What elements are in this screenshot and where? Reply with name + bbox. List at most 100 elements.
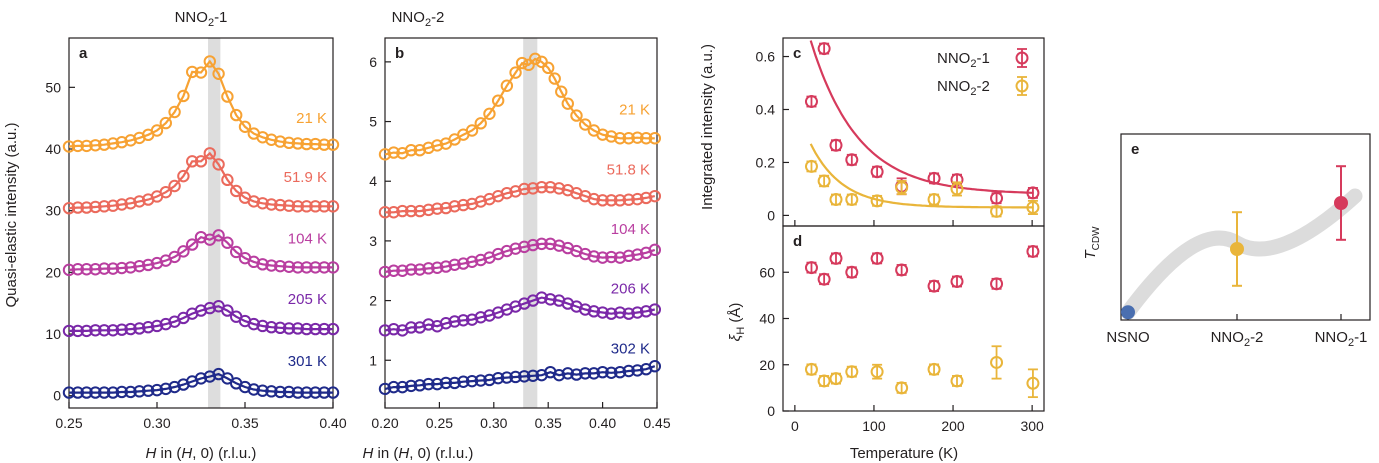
panel-a-data-point	[291, 200, 304, 213]
panel-b-data-point	[648, 132, 662, 145]
panel-b-data-point	[404, 379, 418, 393]
panel-c-data-point	[870, 165, 884, 179]
panel-b-xtick-label: 0.25	[426, 415, 453, 431]
panel-c-data-point	[845, 153, 859, 167]
panel-b-data-point	[431, 139, 444, 152]
panel-a-data-point	[221, 304, 234, 317]
panel-a-data-point	[150, 124, 164, 137]
panel-b-temperature-label: 21 K	[619, 102, 650, 119]
panel-a-data-point	[256, 258, 269, 271]
panel-a-temperature-label: 205 K	[288, 291, 327, 308]
panel-a-data-point	[186, 155, 199, 168]
panel-a-temperature-label: 21 K	[296, 110, 327, 127]
panel-d-data-point	[1026, 244, 1040, 258]
panel-e-data-point	[1230, 242, 1244, 256]
panel-b-data-point	[387, 146, 400, 159]
panel-a-data-point	[265, 133, 278, 146]
panel-b-xtick-label: 0.30	[480, 415, 507, 431]
panel-b-data-point	[465, 255, 479, 268]
panel-e-ylabel: TCDW	[1082, 226, 1102, 260]
panel-d-xtick-label: 200	[941, 418, 965, 434]
panel-d-xtick-label: 300	[1020, 418, 1044, 434]
panel-d-data-point	[845, 265, 859, 279]
panel-b-data-point	[535, 237, 548, 251]
panel-b-data-point	[613, 365, 627, 379]
panel-b-data-point	[500, 79, 514, 92]
panel-b-data-point	[457, 198, 470, 212]
panel-a-data-point	[326, 386, 340, 399]
panel-b-data-point	[396, 264, 409, 277]
panel-a-data-point	[168, 179, 181, 193]
panel-b-data-point	[404, 263, 418, 276]
panel-b-data-point	[542, 61, 555, 75]
panel-c-frame	[782, 37, 1045, 227]
panel-a-data-point	[98, 138, 111, 151]
panel-b-data-point	[465, 374, 479, 388]
panel-b-data-point	[413, 263, 427, 276]
panel-a-data-point	[309, 386, 322, 399]
panel-b-data-point	[396, 204, 409, 218]
panel-a-data-point	[71, 139, 85, 153]
panel-a-data-point	[282, 136, 296, 150]
panel-a-data-point	[256, 197, 269, 210]
panel-a-data-point	[80, 201, 93, 214]
panel-b-data-point	[448, 200, 461, 213]
panel-a-data-point	[62, 386, 76, 399]
panel-e-data-point	[1334, 196, 1348, 210]
panel-a-data-point	[62, 324, 76, 338]
panel-a-data-point	[221, 90, 234, 103]
panel-b-data-point	[596, 128, 609, 141]
panel-c-fit-curve	[809, 40, 1034, 194]
panel-b-data-point	[596, 194, 609, 207]
panel-c-data-point	[950, 182, 964, 196]
panel-a-data-point	[106, 386, 120, 399]
panel-d-data-point	[990, 355, 1004, 369]
panel-b-data-point	[648, 360, 662, 373]
panel-b-data-point	[631, 248, 644, 261]
panel-a-data-point	[177, 169, 190, 183]
panel-b-data-point	[439, 376, 453, 390]
panel-a-data-point	[89, 386, 102, 399]
panel-b-frame	[384, 37, 658, 409]
panel-a-data-point	[238, 120, 252, 134]
panel-b-data-point	[587, 367, 601, 380]
panel-a-data-point	[274, 385, 287, 399]
panel-b-temperature-label: 51.8 K	[607, 161, 650, 178]
panel-b-data-point	[413, 204, 427, 218]
panel-d-ytick-label: 40	[759, 311, 775, 327]
panel-a-data-point	[265, 385, 278, 398]
panel-a-data-point	[142, 258, 155, 272]
panel-d-xlabel: Temperature (K)	[850, 445, 958, 462]
panel-c-data-point	[829, 138, 843, 152]
panel-a-data-point	[106, 324, 120, 337]
panel-a-data-point	[318, 261, 331, 274]
panel-a-data-point	[98, 262, 111, 275]
panel-b-data-point	[639, 305, 653, 318]
panel-a-data-point	[194, 155, 208, 168]
panel-b-data-point	[631, 364, 644, 377]
panel-a-data-point	[80, 386, 93, 399]
panel-b-data-point	[648, 243, 662, 257]
panel-a-data-point	[203, 301, 217, 315]
panel-b-highlight-band	[523, 38, 538, 408]
panel-a-data-point	[300, 137, 313, 151]
panel-a-data-point	[326, 322, 340, 336]
panel-b-data-point	[587, 305, 601, 318]
panel-b-data-point	[639, 132, 653, 145]
panel-a-data-point	[62, 140, 76, 153]
panel-b-ytick-label: 1	[369, 352, 377, 368]
panel-a-ylabel: Quasi-elastic intensity (a.u.)	[3, 122, 20, 307]
panel-b-data-point	[387, 264, 400, 277]
panel-b-data-point	[396, 380, 409, 394]
panel-a-data-point	[300, 386, 313, 399]
panel-c-data-point	[804, 95, 818, 109]
panel-a-data-point	[265, 198, 278, 211]
panel-b-data-point	[431, 202, 444, 215]
panel-b-data-point	[622, 364, 635, 378]
panel-b-data-point	[457, 375, 470, 388]
panel-d-data-point	[895, 263, 909, 277]
panel-b-data-point	[570, 109, 583, 122]
panel-a-temperature-label: 301 K	[288, 353, 327, 370]
panel-b-data-point	[613, 194, 627, 207]
